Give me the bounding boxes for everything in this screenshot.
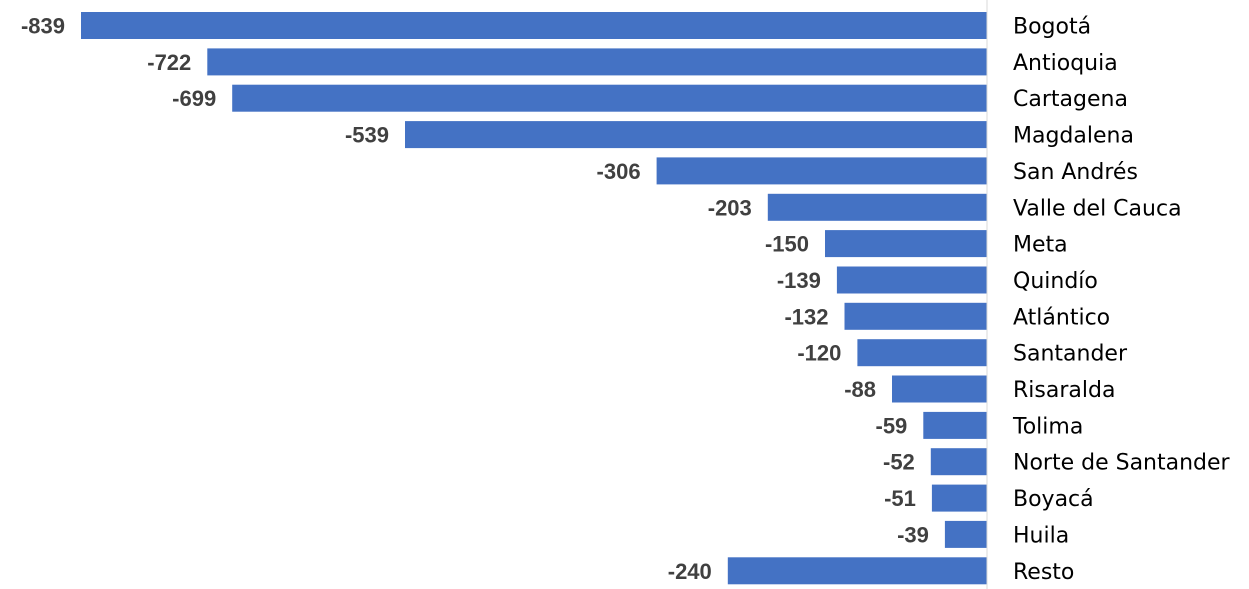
- bar-5: [767, 193, 987, 221]
- value-label-5: -203: [708, 195, 752, 220]
- category-label-4: San Andrés: [1013, 160, 1138, 185]
- bar-2: [232, 84, 987, 112]
- value-label-9: -120: [797, 341, 841, 366]
- bar-14: [944, 520, 987, 548]
- category-label-8: Atlántico: [1013, 305, 1110, 330]
- bar-13: [931, 484, 987, 512]
- bars-group: [81, 12, 988, 585]
- bar-4: [656, 157, 987, 185]
- category-label-3: Magdalena: [1013, 124, 1134, 149]
- value-label-2: -699: [172, 86, 216, 111]
- category-label-10: Risaralda: [1013, 378, 1115, 403]
- category-label-11: Tolima: [1012, 414, 1083, 439]
- category-label-5: Valle del Cauca: [1013, 196, 1182, 221]
- value-label-10: -88: [844, 377, 876, 402]
- value-labels-group: -839 -722 -699 -539 -306 -203 -150 -139 -132 -120…: [21, 14, 929, 584]
- bar-1: [207, 48, 988, 76]
- value-label-4: -306: [597, 159, 641, 184]
- bar-12: [930, 448, 987, 476]
- bar-9: [857, 339, 987, 367]
- value-label-14: -39: [897, 522, 929, 547]
- bar-11: [923, 411, 987, 439]
- bar-0: [81, 12, 987, 39]
- category-label-2: Cartagena: [1013, 87, 1128, 112]
- bar-6: [825, 230, 987, 258]
- value-label-13: -51: [884, 486, 916, 511]
- category-label-12: Norte de Santander: [1013, 451, 1231, 476]
- bar-8: [844, 302, 987, 330]
- value-label-7: -139: [777, 268, 821, 293]
- bar-7: [836, 266, 987, 294]
- category-label-14: Huila: [1013, 523, 1069, 548]
- value-label-12: -52: [883, 450, 915, 475]
- category-label-9: Santander: [1013, 342, 1128, 367]
- value-label-8: -132: [784, 304, 828, 329]
- value-label-11: -59: [876, 413, 908, 438]
- category-label-6: Meta: [1013, 233, 1068, 258]
- bar-15: [727, 557, 987, 585]
- category-label-0: Bogotá: [1013, 15, 1091, 40]
- category-label-7: Quindío: [1013, 269, 1098, 294]
- category-label-13: Boyacá: [1013, 487, 1094, 512]
- category-labels-group: Bogotá Antioquia Cartagena Magdalena San And…: [1012, 15, 1231, 585]
- value-label-3: -539: [345, 123, 389, 148]
- category-label-15: Resto: [1013, 560, 1074, 585]
- category-label-1: Antioquia: [1013, 51, 1118, 76]
- bar-3: [405, 121, 987, 149]
- value-label-0: -839: [21, 14, 65, 39]
- value-label-1: -722: [147, 50, 191, 75]
- value-label-6: -150: [765, 232, 809, 257]
- bar-10: [892, 375, 987, 403]
- value-label-15: -240: [668, 559, 712, 584]
